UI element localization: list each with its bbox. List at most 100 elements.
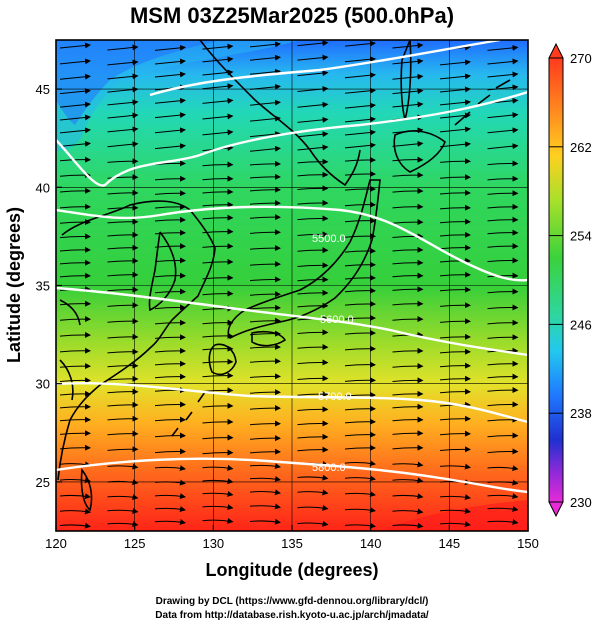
wind-streamline [107,286,139,293]
wind-streamline [297,199,329,206]
wind-streamline [439,174,471,181]
wind-streamline [202,319,234,326]
wind-streamline [249,229,281,236]
contour-5700 [56,381,528,424]
wind-streamline [59,246,91,253]
wind-streamline [344,300,376,307]
wind-streamline [297,144,329,151]
wind-streamline [344,329,376,336]
contour-5550 [56,205,528,282]
wind-streamline [154,519,186,525]
wind-streamline [439,494,471,501]
warm-core [380,500,528,531]
wind-streamline [344,72,376,79]
wind-streamline [344,377,376,384]
wind-streamline [487,44,519,51]
wind-streamline [392,390,424,397]
wind-streamline [297,215,329,222]
x-tick-label: 145 [438,536,460,551]
wind-streamline [439,158,471,165]
wind-streamline [297,474,329,481]
wind-streamline [392,477,424,484]
wind-streamline [487,465,519,472]
coastline-taiwan [80,467,93,512]
wind-streamline [487,84,519,91]
wind-streamline [59,156,91,163]
wind-streamline [439,112,471,119]
wind-streamline [202,214,234,221]
wind-streamline [297,289,329,296]
wind-streamline [344,391,376,398]
wind-streamline [202,402,234,409]
contour-5600 [56,286,528,357]
wind-streamline [487,58,519,65]
wind-streamline [154,432,186,439]
coastline-siberia [199,40,361,187]
plot-area: 5500.0 5600.0 5700.0 5800.0 [56,40,528,531]
wind-streamline [392,233,424,240]
wind-streamline [487,203,519,210]
wind-streamline [487,112,519,119]
x-tick-label: 120 [45,536,67,551]
wind-streamline [344,116,376,123]
wind-streamline [107,446,139,453]
wind-streamline [344,287,376,294]
wind-streamline [297,504,329,511]
wind-streamline [249,41,281,48]
coastline-kyushu [208,343,237,376]
credit-data: Data from http://database.rish.kyoto-u.a… [155,610,429,621]
x-tick-label: 140 [360,536,382,551]
wind-streamline [154,58,186,65]
wind-streamline [107,479,139,486]
colorbar-min-arrow [548,501,564,518]
wind-streamline [249,173,281,180]
wind-streamline [344,87,376,94]
wind-streamline [392,493,424,500]
wind-streamline [59,58,91,65]
wind-streamline [439,99,471,106]
colorbar-bar [548,57,564,503]
wind-streamline [59,259,91,266]
wind-streamline [154,448,186,455]
wind-streamline [202,258,234,265]
wind-streamline [107,86,139,93]
wind-streamline [439,189,471,196]
height-contours [56,40,528,494]
wind-streamline [392,416,424,423]
wind-streamline [59,233,91,240]
wind-streamline [344,185,376,192]
wind-streamline [249,200,281,207]
wind-streamline [439,204,471,211]
wind-streamline [344,522,376,529]
wind-streamline [297,433,329,440]
wind-streamline [59,522,91,529]
wind-streamline [344,170,376,177]
x-tick-label: 135 [281,536,303,551]
wind-streamline [59,101,91,108]
wind-streamline [107,158,139,165]
wind-streamline [439,271,471,278]
wind-streamline [249,489,281,496]
wind-streamline [392,377,424,384]
wind-streamline [107,174,139,181]
x-tick-label: 125 [124,536,146,551]
wind-streamline [487,401,519,408]
credit-drawing: Drawing by DCL (https://www.gfd-dennou.o… [156,596,429,607]
colorbar-tick-label: 254 [570,229,592,244]
wind-streamline [202,358,234,365]
wind-streamline [59,187,91,194]
wind-streamline [107,244,139,251]
wind-streamline [154,97,186,104]
wind-streamline [487,257,519,264]
wind-streamline [392,430,424,437]
y-tick-label: 35 [36,279,50,294]
wind-streamline [154,493,186,500]
wind-streamline [344,405,376,412]
wind-streamline [297,276,329,283]
contour-5800 [56,457,528,494]
wind-streamline [392,73,424,80]
wind-streamline [392,286,424,293]
contour-north [149,40,501,97]
wind-streamline [344,102,376,109]
wind-streamline [392,272,424,279]
